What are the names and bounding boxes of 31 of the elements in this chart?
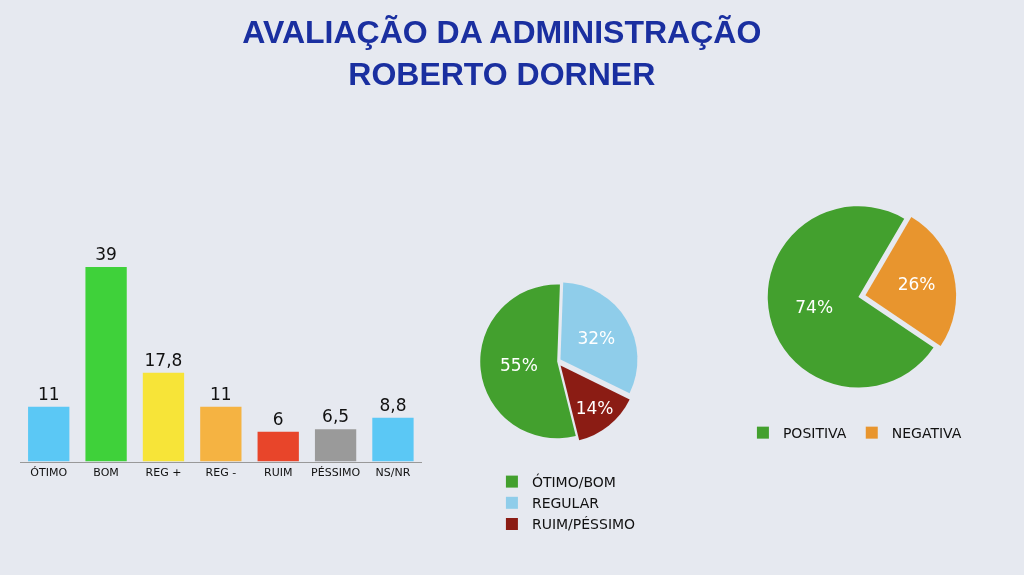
data-label: 14% [575, 397, 614, 418]
data-label: 74% [795, 296, 834, 317]
legend-label: REGULAR [531, 495, 600, 512]
data-label: 26% [897, 273, 936, 294]
data-label: 17,8 [144, 349, 183, 370]
data-label: 11 [210, 383, 232, 404]
bar [85, 267, 127, 462]
legend-label: ÓTIMO/BOM [531, 473, 616, 491]
bar [142, 372, 185, 462]
data-label: 8,8 [379, 394, 407, 415]
data-label: 55% [500, 355, 538, 376]
x-tick-label: ÓTIMO [30, 465, 68, 479]
x-tick-label: PÉSSIMO [311, 465, 361, 479]
x-tick-label: RUIM [263, 465, 293, 479]
data-label: 6,5 [322, 406, 350, 427]
bar [28, 406, 70, 462]
legend-label: NEGATIVA [891, 425, 962, 442]
legend-label: POSITIVA [782, 425, 847, 442]
bar [200, 406, 242, 462]
data-label: 6 [272, 408, 284, 429]
x-tick-label: BOM [93, 465, 119, 479]
x-tick-label: REG - [205, 465, 237, 479]
data-label: 11 [37, 383, 60, 404]
data-label: 39 [95, 244, 117, 265]
x-tick-label: NS/NR [375, 465, 411, 479]
legend-label: RUIM/PÉSSIMO [531, 516, 636, 533]
text: AVALIAÇÃO DA ADMINISTRAÇÃO ROBERTO DORNER [242, 14, 762, 92]
bar [372, 417, 414, 462]
bar [257, 431, 299, 462]
data-label: 32% [577, 327, 616, 348]
x-tick-label: REG + [145, 465, 182, 479]
